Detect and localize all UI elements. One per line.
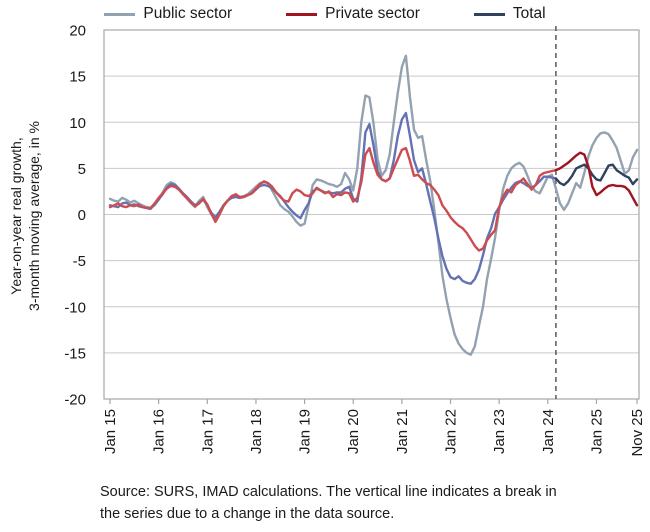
y-tick-label: 15: [69, 69, 86, 86]
y-tick-label: -5: [73, 253, 86, 270]
series-line-total-pre-break: [108, 111, 558, 285]
y-tick-label: -10: [64, 299, 86, 316]
x-tick-label: Nov 25: [629, 409, 646, 457]
source-note: Source: SURS, IMAD calculations. The ver…: [100, 484, 557, 523]
y-tick-label: 5: [78, 161, 86, 178]
legend-label-private-sector: Private sector: [325, 5, 420, 22]
x-tick-label: Jan 25: [588, 409, 605, 454]
series-line-total-post-break: [554, 163, 639, 187]
x-tick-label: Jan 16: [151, 409, 168, 454]
series-line-public-sector: [108, 54, 639, 356]
y-tick-label: -15: [64, 345, 86, 362]
y-tick-label: 0: [78, 207, 86, 224]
legend-item-public-sector: Public sector: [104, 5, 232, 23]
legend-item-private-sector: Private sector: [286, 5, 420, 23]
public-sector-line-swatch-icon: [104, 12, 136, 16]
y-tick-label: -20: [64, 392, 86, 409]
x-tick-label: Jan 23: [491, 409, 508, 454]
x-tick-label: Jan 24: [540, 409, 557, 454]
y-tick-label: 10: [69, 115, 86, 132]
legend-label-public-sector: Public sector: [143, 5, 233, 22]
x-tick-label: Jan 15: [102, 409, 119, 454]
x-tick-label: Jan 18: [248, 409, 265, 454]
total-line-swatch-icon: [473, 12, 505, 16]
x-tick-label: Jan 21: [394, 409, 411, 454]
plot-area: -20 -15 -10 -5 0 5 10 15 20 Jan 15 Jan 16 Jan 17 Jan…: [64, 23, 646, 457]
x-tick-label: Jan 19: [297, 409, 314, 454]
y-tick-label: 20: [69, 23, 86, 40]
legend-label-total: Total: [512, 5, 546, 22]
x-tick-label: Jan 22: [443, 409, 460, 454]
x-tick-label: Jan 17: [199, 409, 216, 454]
chart-legend: Public sector Private sector Total: [0, 5, 650, 23]
private-sector-line-swatch-icon: [286, 12, 318, 16]
series-line-private-sector-post-break: [554, 151, 639, 207]
series-line-private-sector-pre-break: [108, 146, 558, 252]
x-tick-label: Jan 20: [345, 409, 362, 454]
legend-item-total: Total: [473, 5, 546, 23]
